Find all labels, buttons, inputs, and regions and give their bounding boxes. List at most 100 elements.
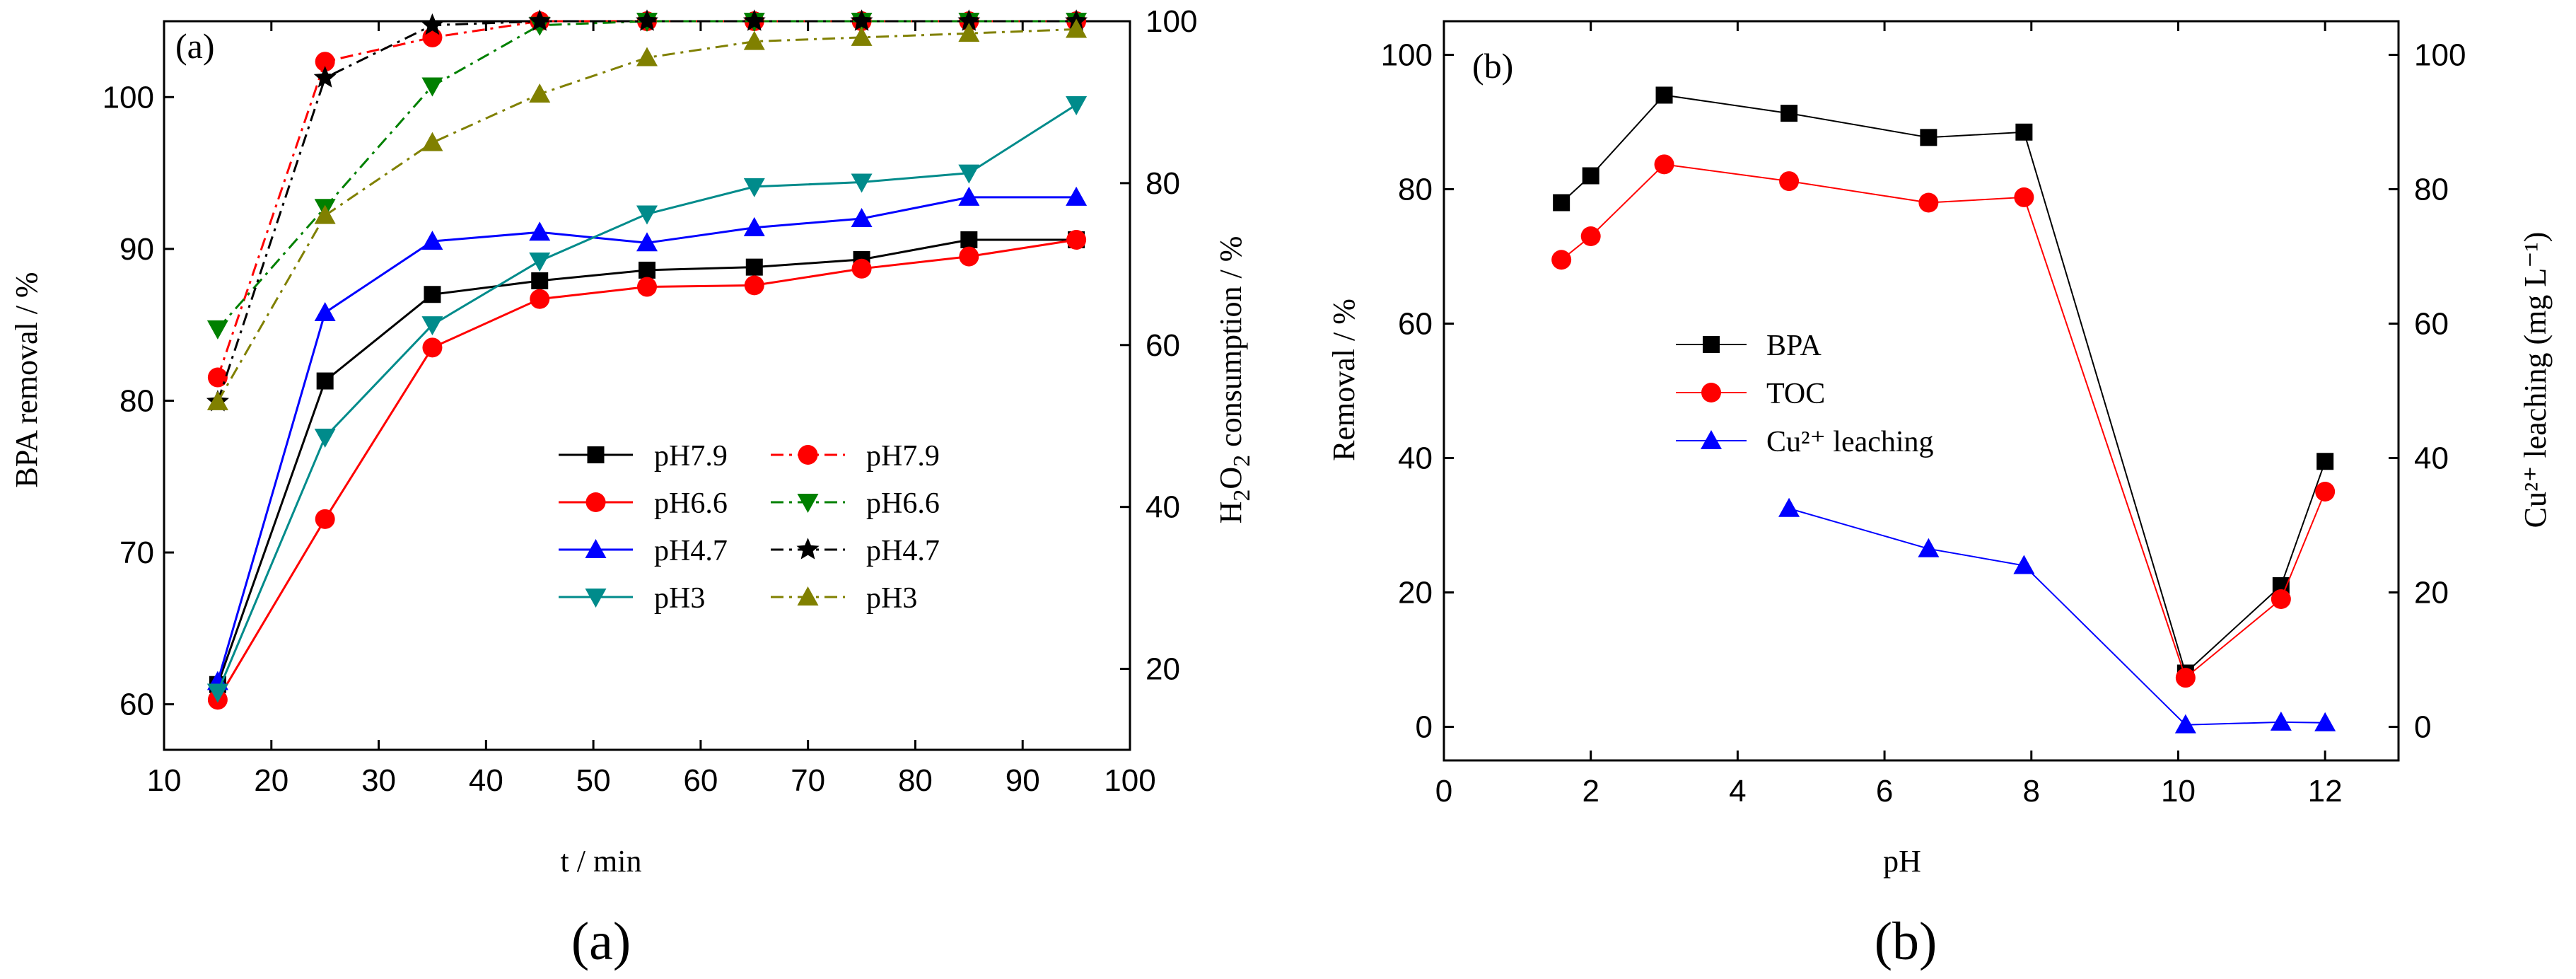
- data-point-Cu leaching: [1918, 538, 1940, 557]
- legend-marker: [585, 492, 606, 512]
- x-tick-label: 2: [1582, 774, 1599, 809]
- data-point-BPA: [1582, 167, 1599, 185]
- data-point-BPA: [2015, 123, 2033, 141]
- legend-marker: [797, 586, 819, 606]
- legend-marker: [796, 538, 820, 560]
- data-point-BPA: [2316, 453, 2334, 470]
- legend-marker: [587, 446, 605, 463]
- data-point-TOC: [2315, 482, 2336, 502]
- data-point-pH7.9-right: [207, 367, 228, 388]
- data-point-pH4.7-left: [421, 231, 443, 250]
- data-point-pH4.7-right: [742, 9, 766, 31]
- y2-tick-label: 20: [2414, 576, 2449, 610]
- legend-label: Cu²⁺ leaching: [1766, 426, 1934, 458]
- x-tick-label: 4: [1729, 774, 1746, 809]
- y-tick-label: 0: [1416, 710, 1433, 745]
- data-point-Cu leaching: [2270, 711, 2292, 731]
- x-tick-label: 20: [254, 763, 289, 798]
- y2-label-o: O: [1213, 467, 1248, 490]
- y2-tick-label: 40: [1146, 490, 1180, 525]
- data-point-pH7.9-left: [424, 286, 441, 303]
- x-tick-label: 80: [898, 763, 933, 798]
- y2-tick-label: 100: [1146, 4, 1197, 39]
- legend-label: pH3: [654, 582, 705, 615]
- data-point-pH4.7-right: [528, 9, 552, 31]
- legend-label: pH7.9: [866, 440, 940, 473]
- data-point-pH3-left: [314, 428, 336, 448]
- legend-label: BPA: [1766, 330, 1822, 362]
- x-tick-label: 10: [2161, 774, 2196, 809]
- legend-marker: [1701, 430, 1722, 449]
- panel-a-tag: (a): [175, 26, 215, 66]
- data-point-BPA: [1781, 105, 1798, 122]
- data-point-pH4.7-left: [529, 221, 551, 241]
- x-tick-label: 90: [1006, 763, 1040, 798]
- x-tick-label: 30: [361, 763, 396, 798]
- panel-a-y-axis-label: BPA removal / %: [9, 272, 44, 487]
- data-point-pH3-left: [206, 683, 228, 703]
- data-point-Cu leaching: [1778, 497, 1800, 517]
- y-tick-label: 80: [1398, 173, 1433, 207]
- legend-marker: [1703, 336, 1720, 353]
- y2-label-h: H: [1213, 502, 1248, 524]
- legend-label: pH3: [866, 582, 917, 615]
- data-point-pH3-right: [1066, 18, 1088, 38]
- data-point-pH4.7-left: [1066, 186, 1088, 206]
- panel-b-frame: [1443, 20, 2400, 762]
- y-tick-label: 80: [120, 383, 154, 418]
- series-line-BPA: [1561, 94, 2326, 675]
- y2-tick-label: 20: [1146, 652, 1180, 687]
- data-point-pH3-right: [421, 132, 443, 151]
- data-point-Cu leaching: [2314, 712, 2336, 731]
- data-point-pH7.9-left: [639, 261, 655, 279]
- data-point-pH6.6-left: [851, 258, 872, 279]
- panel-b-plot: 0 2 4 6 8 10 12 0 20 40 60 80 100 0 20 40 60 80 100 BPA TOC C…: [1381, 20, 2466, 809]
- panel-b-x-axis-label: pH: [1883, 844, 1921, 879]
- data-point-pH3-left: [1066, 96, 1088, 116]
- y2-tick-label: 100: [2414, 38, 2466, 73]
- y2-tick-label: 80: [2414, 173, 2449, 207]
- data-point-pH7.9-left: [960, 231, 978, 248]
- x-tick-label: 50: [576, 763, 611, 798]
- y2-label-sub2: 2: [1229, 455, 1255, 467]
- series-line-Cu leaching: [1788, 507, 2326, 726]
- legend-label: pH6.6: [654, 487, 728, 520]
- data-point-BPA: [1553, 194, 1570, 212]
- data-point-pH3-left: [636, 205, 658, 225]
- y-tick-label: 60: [1398, 307, 1433, 342]
- series-line-pH7.9-left: [216, 238, 1077, 685]
- x-tick-label: 12: [2308, 774, 2343, 809]
- data-point-pH6.6-left: [1066, 230, 1087, 250]
- legend-label: pH6.6: [866, 487, 940, 520]
- data-point-pH3-right: [851, 26, 873, 46]
- data-point-pH3-right: [958, 23, 980, 42]
- y2-tick-label: 60: [1146, 328, 1180, 363]
- data-point-pH4.7-right: [850, 9, 873, 31]
- panel-a-x-axis-label: t / min: [561, 844, 642, 879]
- x-tick-label: 8: [2023, 774, 2040, 809]
- panel-a-plot: 10 20 30 40 50 60 70 80 90 100 60 70 80 90 100 20 40 60 80…: [103, 4, 1198, 798]
- data-point-pH6.6-left: [530, 289, 550, 309]
- y-tick-label: 20: [1398, 576, 1433, 610]
- x-tick-label: 100: [1104, 763, 1155, 798]
- data-point-pH6.6-left: [637, 277, 657, 297]
- data-point-pH7.9-left: [745, 258, 763, 276]
- data-point-pH4.7-right: [957, 9, 981, 31]
- data-point-pH7.9-right: [315, 52, 335, 72]
- data-point-pH3-left: [851, 173, 873, 193]
- x-tick-label: 70: [791, 763, 825, 798]
- data-point-pH6.6-left: [959, 246, 979, 267]
- y-tick-label: 40: [1398, 441, 1433, 476]
- y2-tick-label: 40: [2414, 441, 2449, 476]
- data-point-Cu leaching: [2174, 714, 2196, 734]
- x-tick-label: 0: [1435, 774, 1452, 809]
- data-point-pH3-right: [206, 390, 228, 410]
- data-point-pH4.7-left: [851, 207, 873, 227]
- legend-marker: [798, 445, 818, 465]
- legend-label: pH4.7: [654, 535, 728, 567]
- data-point-pH3-right: [743, 30, 765, 50]
- x-tick-label: 60: [683, 763, 718, 798]
- series-line-pH6.6-left: [216, 238, 1077, 700]
- y-tick-label: 60: [120, 688, 154, 722]
- data-point-pH4.7-left: [958, 186, 980, 206]
